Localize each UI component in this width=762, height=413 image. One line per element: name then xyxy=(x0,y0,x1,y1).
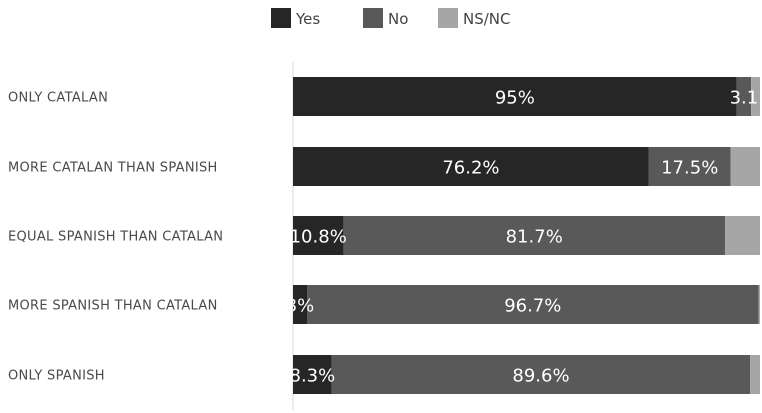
category-labels: ONLY CATALAN MORE CATALAN THAN SPANISH EQU… xyxy=(8,91,223,384)
bar-no-more-catalan-than-spanish xyxy=(648,147,731,186)
bar-label-yes-only-catalan: 95% xyxy=(495,88,535,109)
category-label-only-spanish: ONLY SPANISH xyxy=(8,369,105,384)
bar-ns-nc-equal-spanish-than-catalan xyxy=(724,216,760,255)
bar-label-yes-equal-spanish-than-catalan: 10.8% xyxy=(290,227,347,248)
bar-yes-more-spanish-than-catalan xyxy=(293,285,308,324)
bar-ns-nc-only-catalan xyxy=(751,77,760,116)
bar-label-yes-more-spanish-than-catalan: 3% xyxy=(286,296,315,317)
bar-ns-nc-more-spanish-than-catalan xyxy=(758,285,760,324)
category-label-equal-spanish-than-catalan: EQUAL SPANISH THAN CATALAN xyxy=(8,230,223,245)
bar-no-only-catalan xyxy=(736,77,752,116)
bar-ns-nc-only-spanish xyxy=(750,355,760,394)
bar-no-only-spanish xyxy=(331,355,751,394)
bar-yes-equal-spanish-than-catalan xyxy=(293,216,344,255)
legend-swatch-no xyxy=(363,8,383,28)
bar-label-no-equal-spanish-than-catalan: 81.7% xyxy=(506,227,563,248)
bar-label-no-more-spanish-than-catalan: 96.7% xyxy=(504,296,561,317)
bar-label-no-more-catalan-than-spanish: 17.5% xyxy=(661,158,718,179)
bar-label-no-only-spanish: 89.6% xyxy=(512,366,569,387)
bar-no-more-spanish-than-catalan xyxy=(307,285,759,324)
bars xyxy=(293,77,760,394)
bar-label-yes-only-spanish: 8.3% xyxy=(290,366,336,387)
category-label-more-spanish-than-catalan: MORE SPANISH THAN CATALAN xyxy=(8,299,218,314)
bar-no-equal-spanish-than-catalan xyxy=(343,216,725,255)
bar-ns-nc-more-catalan-than-spanish xyxy=(730,147,760,186)
legend-label-yes: Yes xyxy=(295,10,320,28)
legend-swatch-yes xyxy=(271,8,291,28)
bar-yes-more-catalan-than-spanish xyxy=(293,147,649,186)
bar-yes-only-spanish xyxy=(293,355,332,394)
bar-label-no-only-catalan: 3.1 xyxy=(730,88,759,109)
category-label-more-catalan-than-spanish: MORE CATALAN THAN SPANISH xyxy=(8,161,218,176)
legend-label-no: No xyxy=(388,10,408,28)
legend: Yes No NS/NC xyxy=(271,8,511,28)
bar-label-yes-more-catalan-than-spanish: 76.2% xyxy=(442,158,499,179)
bar-yes-only-catalan xyxy=(293,77,737,116)
bar-labels: 95% 3.1 76.2% 17.5% 10.8% 81.7% 3% 96.7% 8.3% 89.… xyxy=(286,88,759,387)
legend-label-ns-nc: NS/NC xyxy=(463,10,511,28)
category-label-only-catalan: ONLY CATALAN xyxy=(8,91,108,106)
legend-swatch-ns-nc xyxy=(438,8,458,28)
